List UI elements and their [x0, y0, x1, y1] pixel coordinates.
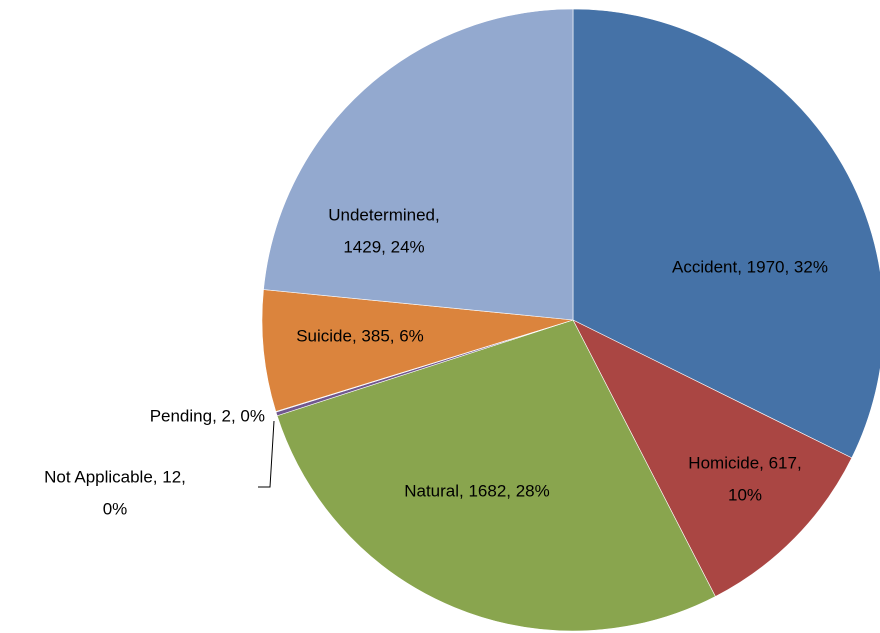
data-label: Not Applicable, 12, — [44, 467, 186, 486]
data-label: 0% — [103, 499, 128, 518]
pie-slice — [263, 8, 574, 321]
data-label: Natural, 1682, 28% — [404, 481, 550, 500]
pie-slice — [572, 319, 853, 597]
data-label: Undetermined, — [328, 205, 440, 224]
data-label: Suicide, 385, 6% — [296, 326, 424, 345]
data-label: 1429, 24% — [343, 237, 424, 256]
data-label: Pending, 2, 0% — [150, 406, 265, 425]
leader-line — [258, 420, 275, 488]
data-label: Accident, 1970, 32% — [672, 257, 828, 276]
data-label: Homicide, 617, — [688, 453, 801, 472]
pie-slice — [261, 289, 574, 412]
pie-slice — [572, 8, 880, 459]
data-label: 10% — [728, 485, 762, 504]
pie-slice — [276, 319, 716, 632]
